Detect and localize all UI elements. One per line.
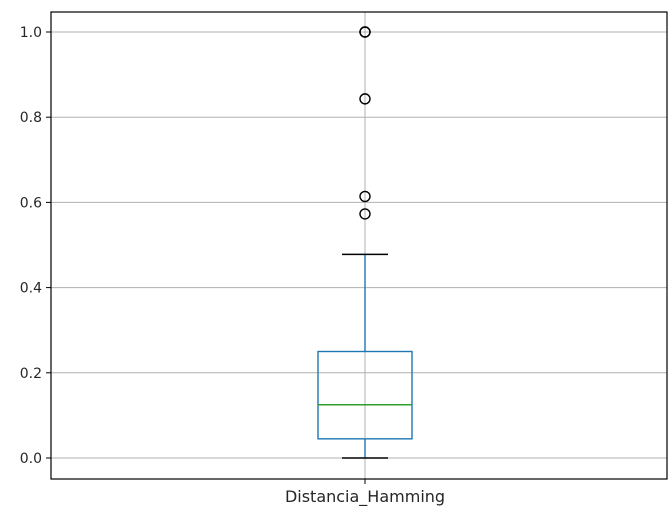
axes: 0.0 0.2 0.4 0.6 0.8 1.0 Distancia_Hamming	[20, 11, 668, 507]
y-tick-label: 0.0	[20, 451, 42, 467]
y-tick-label: 1.0	[20, 25, 42, 41]
y-tick-label: 0.6	[20, 195, 42, 211]
outlier-point	[359, 93, 371, 105]
grid-lines	[51, 12, 667, 479]
outlier-point	[359, 26, 371, 38]
y-tick-label: 0.4	[20, 281, 42, 297]
y-tick-label: 0.2	[20, 366, 42, 382]
plot-area	[317, 26, 413, 459]
outlier-point	[359, 190, 371, 203]
y-tick-label: 0.8	[20, 110, 42, 126]
x-tick-label: Distancia_Hamming	[285, 487, 445, 507]
outlier-point	[359, 208, 371, 220]
axes-frame	[50, 11, 668, 480]
iqr-box	[317, 350, 413, 440]
